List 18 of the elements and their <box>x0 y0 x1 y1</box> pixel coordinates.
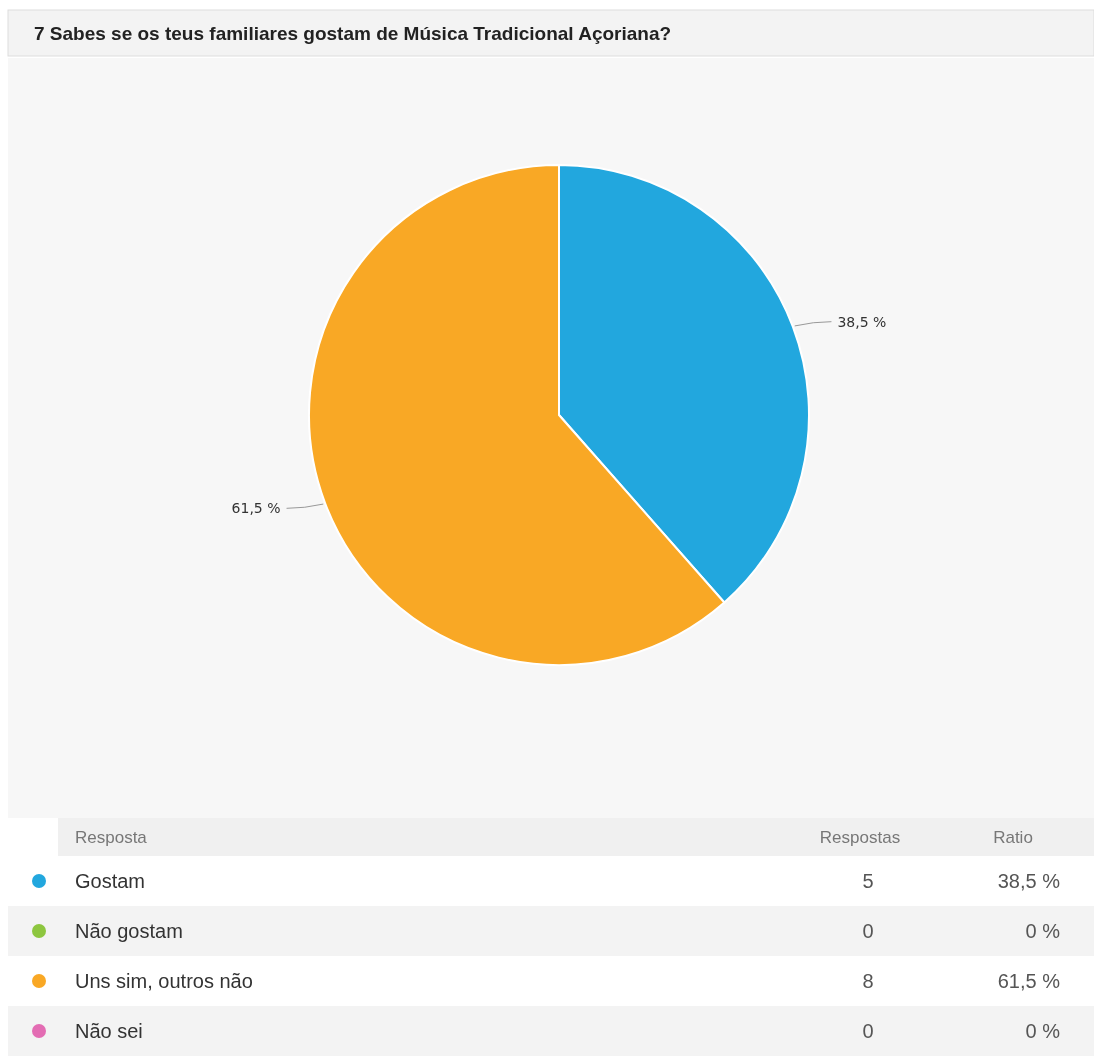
text: 8 <box>862 970 874 992</box>
text: 38,5 % <box>997 870 1060 892</box>
text: 0 % <box>1025 920 1060 942</box>
chart-title: 7 Sabes se os teus familiares gostam de Música Tradicional Açoriana? <box>34 23 672 44</box>
text: Respostas <box>819 828 901 847</box>
text: 0 % <box>1025 1020 1060 1042</box>
text: 0 <box>862 1020 874 1042</box>
text: Ratio <box>993 828 1033 847</box>
text: 0 <box>862 920 874 942</box>
legend-label: Uns sim, outros não <box>75 970 253 992</box>
legend-label: Gostam <box>75 870 146 892</box>
text: Resposta <box>75 828 148 847</box>
data-label: 38,5 % <box>837 313 887 330</box>
data-label: 61,5 % <box>231 500 281 517</box>
legend-label: Não gostam <box>75 920 183 942</box>
legend-label: Não sei <box>75 1020 143 1042</box>
text: 5 <box>862 870 874 892</box>
text: 61,5 % <box>997 970 1060 992</box>
